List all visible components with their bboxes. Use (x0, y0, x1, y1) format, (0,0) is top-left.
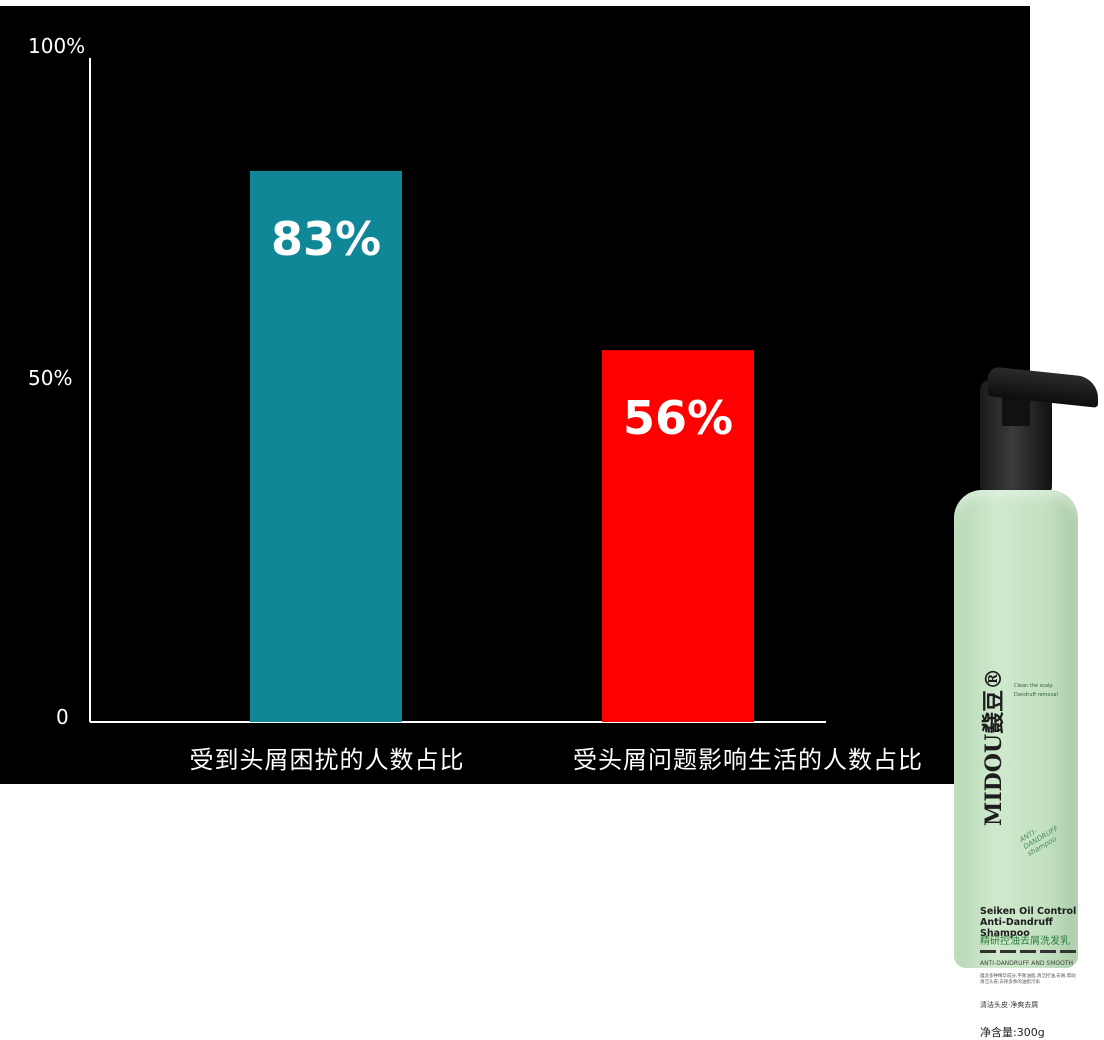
chart-panel: 100% 50% 0 83% 受到头屑困扰的人数占比 56% 受头屑问题影响生活的人数占比 (0, 6, 1030, 784)
y-tick-label: 50% (28, 366, 72, 390)
pump-stem (1002, 396, 1030, 426)
bar-value-label: 83% (271, 212, 381, 266)
bottle-bullets: Clean the scalp Dandruff removal (1014, 682, 1058, 700)
bar (602, 350, 754, 722)
x-category-label: 受到头屑困扰的人数占比 (190, 746, 465, 774)
bottle-description: 蕴含多种精华成分,平衡油脂,清洁控油,去屑,帮助清洁头皮,去除多余的油脂污垢 (980, 974, 1076, 985)
bottle-seal: ANTI-DANDRUFF shampoo (1018, 824, 1060, 858)
bar-value-label: 56% (623, 391, 733, 445)
bottle-divider (980, 950, 1076, 953)
bottle-net-content: 净含量:300g (980, 1026, 1045, 1039)
bottle-subtitle: ANTI-DANDRUFF AND SMOOTH (980, 960, 1074, 967)
bottle-name-en: Seiken Oil Control Anti-Dandruff Shampoo (980, 906, 1077, 939)
bottle-tagline: 清洁头皮·净爽去屑 (980, 1001, 1039, 1009)
y-tick-label: 100% (28, 34, 85, 58)
bottle-bullet: Clean the scalp (1014, 683, 1053, 689)
bottle-brand: MIDOU鼗豆® (981, 667, 1007, 826)
bar (250, 170, 402, 722)
shampoo-bottle-image: MIDOU鼗豆® Clean the scalp Dandruff remova… (950, 366, 1098, 1039)
bottle-body: MIDOU鼗豆® Clean the scalp Dandruff remova… (954, 490, 1078, 1039)
x-category-label: 受头屑问题影响生活的人数占比 (573, 746, 923, 774)
bottle-name-cn: 精研控油去屑洗发乳 (980, 936, 1070, 947)
bar-chart: 100% 50% 0 83% 受到头屑困扰的人数占比 56% 受头屑问题影响生活的人数占比 (28, 34, 923, 774)
bottle-bullet: Dandruff removal (1014, 692, 1058, 698)
y-tick-label: 0 (56, 705, 69, 729)
